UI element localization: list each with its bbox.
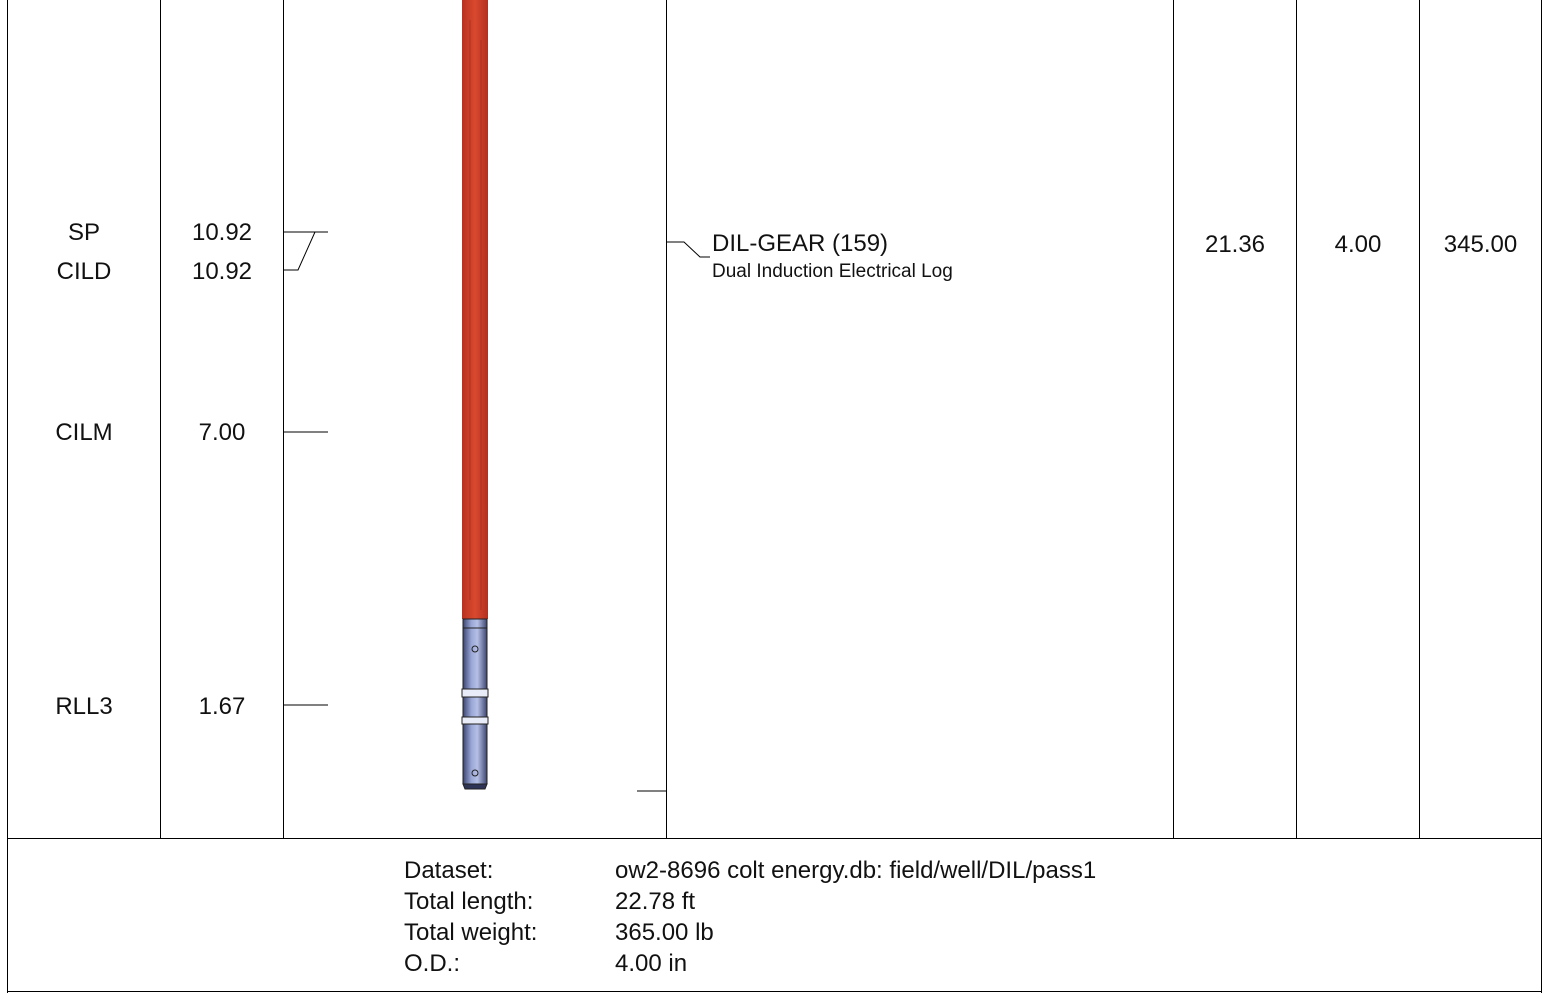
grid-col-divider — [1296, 0, 1297, 838]
tool-name: DIL-GEAR (159) — [712, 230, 889, 257]
footer-value-weight: 365.00 lb — [615, 919, 714, 946]
grid-left-border — [7, 0, 8, 993]
tool-od: 4.00 — [1334, 231, 1382, 258]
grid-col-divider — [283, 0, 284, 838]
tool-description: Dual Induction Electrical Log — [712, 261, 953, 282]
grid-col-divider — [1173, 0, 1174, 838]
grid-col-divider — [1419, 0, 1420, 838]
sensor-offset: 7.00 — [198, 419, 246, 446]
footer-label-dataset: Dataset: — [404, 857, 494, 884]
footer-label-length: Total length: — [404, 888, 534, 915]
sensor-offset: 10.92 — [191, 219, 253, 246]
footer-value-length: 22.78 ft — [615, 888, 696, 915]
tool-metal-section — [461, 618, 489, 790]
sensor-mnemonic: SP — [67, 219, 100, 246]
tool-length: 21.36 — [1204, 231, 1266, 258]
sensor-offset: 1.67 — [198, 693, 246, 720]
sensor-offset: 10.92 — [191, 258, 253, 285]
tool-weight: 345.00 — [1443, 231, 1518, 258]
footer-label-od: O.D.: — [404, 950, 461, 977]
footer-divider — [7, 838, 1542, 839]
sensor-leader-lines — [284, 231, 328, 706]
sensor-mnemonic: RLL3 — [55, 693, 113, 720]
bottom-border — [7, 991, 1542, 992]
grid-right-border — [1541, 0, 1542, 993]
sensor-mnemonic: CILM — [55, 419, 113, 446]
footer-value-od: 4.00 in — [615, 950, 688, 977]
footer-value-dataset: ow2-8696 colt energy.db: field/well/DIL/… — [615, 857, 1097, 884]
grid-col-divider — [666, 0, 667, 838]
grid-col-divider — [160, 0, 161, 838]
footer-label-weight: Total weight: — [404, 919, 538, 946]
sensor-mnemonic: CILD — [56, 258, 112, 285]
tool-body — [462, 0, 488, 619]
